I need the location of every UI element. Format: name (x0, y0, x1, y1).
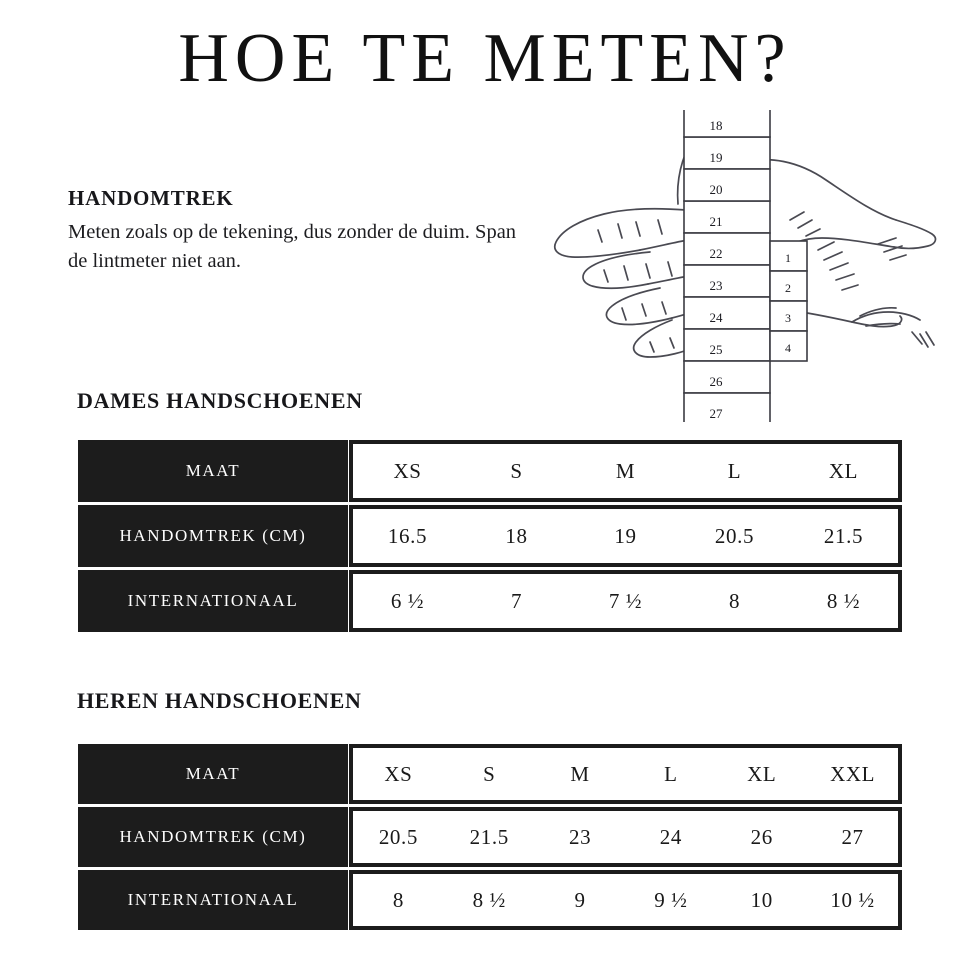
table-row: HANDOMTREK (CM) 16.5 18 19 20.5 21.5 (78, 505, 902, 567)
row-label-internationaal: INTERNATIONAAL (78, 570, 348, 632)
row-label-maat: MAAT (78, 440, 348, 502)
cell-size: XS (393, 458, 422, 483)
intro-body-text: Meten zoals op de tekening, dus zonder d… (68, 221, 517, 273)
cell-circumference: 21.5 (469, 824, 509, 849)
row-values: XS S M L XL XXL (349, 744, 902, 804)
measuring-tape-side (769, 240, 808, 362)
size-table-heren: MAAT XS S M L XL XXL HANDOMTREK (CM) 20.… (78, 744, 902, 930)
intro-heading: HANDOMTREK (68, 186, 234, 210)
svg-text:20: 20 (710, 182, 723, 197)
svg-text:24: 24 (710, 310, 724, 325)
svg-text:2: 2 (785, 281, 791, 295)
svg-text:22: 22 (710, 246, 723, 261)
cell-circumference: 20.5 (378, 824, 418, 849)
intro-block: HANDOMTREK Meten zoals op de tekening, d… (68, 186, 528, 276)
svg-text:4: 4 (785, 341, 791, 355)
hand-illustration: 18 19 20 21 22 23 24 25 26 27 1 2 3 4 (500, 110, 940, 422)
row-label-internationaal: INTERNATIONAAL (78, 870, 348, 930)
cell-circumference: 16.5 (387, 523, 428, 548)
cell-international: 8 (392, 887, 404, 912)
svg-text:3: 3 (785, 311, 791, 325)
cell-size: XL (828, 458, 859, 483)
cell-size: S (483, 761, 496, 786)
cell-international: 6 ½ (390, 588, 425, 613)
table-row: INTERNATIONAAL 8 8 ½ 9 9 ½ 10 10 ½ (78, 870, 902, 930)
row-label-handomtrek: HANDOMTREK (CM) (78, 807, 348, 867)
page-title: HOE TE METEN? (178, 20, 792, 97)
section-heading-heren: HEREN HANDSCHOENEN (77, 688, 362, 713)
cell-international: 8 (728, 588, 741, 613)
cell-international: 9 ½ (654, 887, 688, 912)
svg-text:27: 27 (710, 406, 724, 421)
row-label-handomtrek: HANDOMTREK (CM) (78, 505, 348, 567)
row-values: XS S M L XL (349, 440, 902, 502)
cell-circumference: 20.5 (714, 523, 755, 548)
cell-circumference: 27 (841, 824, 864, 849)
svg-text:25: 25 (710, 342, 723, 357)
cell-international: 9 (574, 887, 586, 912)
cell-international: 8 ½ (472, 887, 506, 912)
cell-circumference: 18 (505, 523, 528, 548)
cell-size: S (510, 458, 523, 483)
svg-text:21: 21 (710, 214, 723, 229)
cell-circumference: 19 (614, 523, 637, 548)
cell-circumference: 26 (750, 824, 773, 849)
cell-size: L (664, 761, 678, 786)
row-values: 16.5 18 19 20.5 21.5 (349, 505, 902, 567)
svg-text:23: 23 (710, 278, 723, 293)
cell-size: M (615, 458, 636, 483)
cell-size: M (570, 761, 590, 786)
cell-international: 10 ½ (830, 887, 875, 912)
table-row: INTERNATIONAAL 6 ½ 7 7 ½ 8 8 ½ (78, 570, 902, 632)
section-heading-dames: DAMES HANDSCHOENEN (77, 388, 363, 413)
hand-with-measuring-tape-icon: 18 19 20 21 22 23 24 25 26 27 1 2 3 4 (553, 110, 937, 422)
svg-text:19: 19 (710, 150, 723, 165)
row-values: 6 ½ 7 7 ½ 8 8 ½ (349, 570, 902, 632)
cell-size: XS (384, 761, 413, 786)
cell-circumference: 24 (659, 824, 682, 849)
cell-international: 7 (510, 588, 523, 613)
table-row: MAAT XS S M L XL (78, 440, 902, 502)
cell-size: L (727, 458, 742, 483)
row-values: 8 8 ½ 9 9 ½ 10 10 ½ (349, 870, 902, 930)
cell-international: 8 ½ (826, 588, 861, 613)
table-row: HANDOMTREK (CM) 20.5 21.5 23 24 26 27 (78, 807, 902, 867)
cell-size: XXL (830, 761, 876, 786)
measuring-tape-main (683, 200, 771, 422)
svg-text:1: 1 (785, 251, 791, 265)
cell-circumference: 23 (568, 824, 592, 849)
cell-circumference: 21.5 (823, 523, 864, 548)
cell-international: 10 (750, 887, 773, 912)
row-label-maat: MAAT (78, 744, 348, 804)
cell-size: XL (747, 761, 777, 786)
size-table-dames: MAAT XS S M L XL HANDOMTREK (CM) 16.5 18… (78, 440, 902, 632)
svg-text:18: 18 (710, 118, 723, 133)
cell-international: 7 ½ (608, 588, 643, 613)
table-row: MAAT XS S M L XL XXL (78, 744, 902, 804)
tape-side-labels: 1 2 3 4 (785, 251, 791, 355)
tape-main-labels: 18 19 20 21 22 23 24 25 26 27 (710, 118, 724, 421)
row-values: 20.5 21.5 23 24 26 27 (349, 807, 902, 867)
measuring-tape-main-upper (683, 110, 771, 202)
svg-text:26: 26 (710, 374, 724, 389)
